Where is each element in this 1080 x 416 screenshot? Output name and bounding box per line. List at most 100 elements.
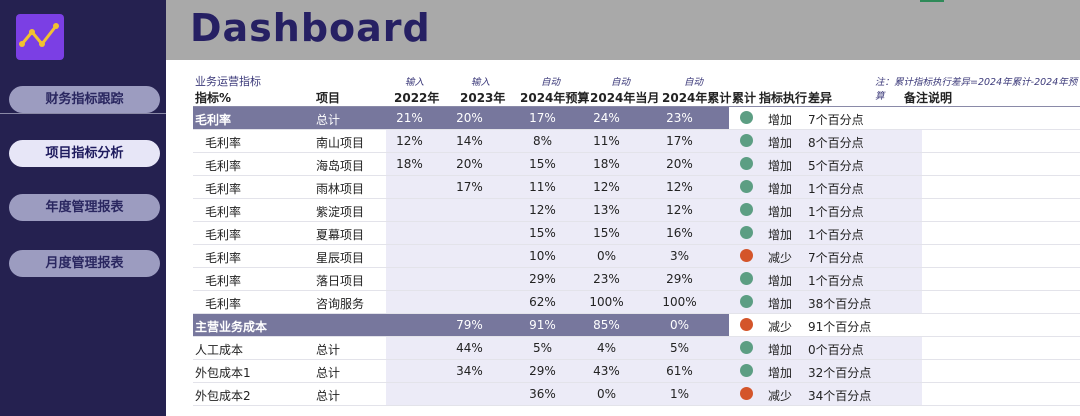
status-red-dot-icon <box>740 387 753 400</box>
sidebar: 财务指标跟踪 项目指标分析 年度管理报表 月度管理报表 <box>0 0 166 416</box>
row-shading <box>386 360 922 382</box>
cell-y2022: 12% <box>396 134 423 148</box>
cell-indicator: 毛利率 <box>205 228 242 242</box>
cell-exec: 增加 <box>768 366 793 380</box>
row-shading <box>386 153 922 175</box>
cell-indicator: 毛利率 <box>205 182 242 196</box>
cell-month: 23% <box>593 272 620 286</box>
cell-y2023: 34% <box>456 364 483 378</box>
table-row: 外包成本1 总计 34% 29% 43% 61% 增加 32个百分点 <box>193 360 1080 383</box>
status-green-dot-icon <box>740 134 753 147</box>
metrics-table: 业务运营指标 输入 输入 自动 自动 自动 注：累计指标执行差异=2024年累计… <box>193 74 1080 406</box>
col-header: 2024年当月 <box>590 91 660 105</box>
cell-diff: 91个百分点 <box>808 320 872 334</box>
cell-exec: 增加 <box>768 182 793 196</box>
table-top-row: 业务运营指标 输入 输入 自动 自动 自动 注：累计指标执行差异=2024年累计… <box>193 74 1080 102</box>
status-green-dot-icon <box>740 111 753 124</box>
cell-month: 100% <box>589 295 624 309</box>
row-shading <box>386 291 922 313</box>
cell-exec: 增加 <box>768 228 793 242</box>
col-header: 指标执行 <box>759 91 808 105</box>
cell-diff: 34个百分点 <box>808 389 872 403</box>
cell-exec: 增加 <box>768 297 793 311</box>
cell-diff: 8个百分点 <box>808 136 864 150</box>
table-header-row: 指标% 项目 2022年 2023年 2024年预算 2024年当月 2024年… <box>193 87 1080 107</box>
cell-project: 咨询服务 <box>316 297 365 311</box>
nav-annual-report-button[interactable]: 年度管理报表 <box>9 194 160 221</box>
cell-y2023: 20% <box>456 111 483 125</box>
page-title: Dashboard <box>190 6 431 50</box>
cell-exec: 增加 <box>768 343 793 357</box>
row-shading <box>386 268 922 290</box>
table-body: 毛利率 总计 21% 20% 17% 24% 23% 增加 7个百分点 毛利率 南山项目 12% 14%… <box>193 107 1080 406</box>
cell-month: 13% <box>593 203 620 217</box>
cell-budget: 12% <box>529 203 556 217</box>
cell-exec: 增加 <box>768 136 793 150</box>
cell-indicator: 毛利率 <box>205 274 242 288</box>
cell-project: 南山项目 <box>316 136 365 150</box>
status-green-dot-icon <box>740 272 753 285</box>
cell-project: 总计 <box>316 366 341 380</box>
table-row: 外包成本2 总计 36% 0% 1% 减少 34个百分点 <box>193 383 1080 406</box>
cell-cum: 16% <box>666 226 693 240</box>
cell-month: 43% <box>593 364 620 378</box>
table-row: 毛利率 咨询服务 62% 100% 100% 增加 38个百分点 <box>193 291 1080 314</box>
cell-month: 11% <box>593 134 620 148</box>
cell-exec: 增加 <box>768 274 793 288</box>
cell-budget: 15% <box>529 157 556 171</box>
status-green-dot-icon <box>740 364 753 377</box>
table-row: 毛利率 总计 21% 20% 17% 24% 23% 增加 7个百分点 <box>193 107 1080 130</box>
cell-indicator: 毛利率 <box>195 113 232 127</box>
cell-month: 18% <box>593 157 620 171</box>
cell-cum: 61% <box>666 364 693 378</box>
cell-month: 15% <box>593 226 620 240</box>
cell-project: 紫淀项目 <box>316 205 365 219</box>
table-row: 毛利率 夏幕项目 15% 15% 16% 增加 1个百分点 <box>193 222 1080 245</box>
cell-cum: 12% <box>666 203 693 217</box>
auto-tag: 自动 <box>684 77 704 88</box>
cell-diff: 1个百分点 <box>808 228 864 242</box>
cell-diff: 32个百分点 <box>808 366 872 380</box>
row-shading <box>386 383 922 405</box>
cell-diff: 1个百分点 <box>808 182 864 196</box>
row-shading <box>386 245 922 267</box>
nav-financial-tracking-button[interactable]: 财务指标跟踪 <box>9 86 160 113</box>
nav-monthly-report-button[interactable]: 月度管理报表 <box>9 250 160 277</box>
cell-project: 星辰项目 <box>316 251 365 265</box>
cell-y2022: 18% <box>396 157 423 171</box>
cell-exec: 增加 <box>768 113 793 127</box>
cell-month: 0% <box>596 249 617 263</box>
cell-indicator: 毛利率 <box>205 297 242 311</box>
row-shading <box>193 107 729 129</box>
col-header: 项目 <box>316 91 341 105</box>
cell-indicator: 主营业务成本 <box>195 320 268 334</box>
header-bar: Dashboard <box>166 0 1080 60</box>
table-row: 人工成本 总计 44% 5% 4% 5% 增加 0个百分点 <box>193 337 1080 360</box>
row-shading <box>386 130 922 152</box>
cell-cum: 1% <box>669 387 690 401</box>
auto-tag: 自动 <box>541 77 561 88</box>
col-header: 2024年累计 <box>662 91 732 105</box>
cell-project: 海岛项目 <box>316 159 365 173</box>
cell-indicator: 毛利率 <box>205 205 242 219</box>
cell-cum: 23% <box>666 111 693 125</box>
cell-diff: 1个百分点 <box>808 205 864 219</box>
col-header: 累计 <box>732 91 757 105</box>
cell-project: 落日项目 <box>316 274 365 288</box>
header-accent <box>920 0 944 2</box>
cell-cum: 20% <box>666 157 693 171</box>
table-row: 毛利率 紫淀项目 12% 13% 12% 增加 1个百分点 <box>193 199 1080 222</box>
nav-project-analysis-button[interactable]: 项目指标分析 <box>9 140 160 167</box>
cell-indicator: 人工成本 <box>195 343 244 357</box>
row-shading <box>386 222 922 244</box>
status-green-dot-icon <box>740 180 753 193</box>
cell-budget: 15% <box>529 226 556 240</box>
col-header: 2022年 <box>394 91 440 105</box>
cell-cum: 0% <box>669 318 690 332</box>
cell-cum: 29% <box>666 272 693 286</box>
cell-project: 夏幕项目 <box>316 228 365 242</box>
cell-project: 雨林项目 <box>316 182 365 196</box>
cell-diff: 5个百分点 <box>808 159 864 173</box>
cell-budget: 17% <box>529 111 556 125</box>
cell-budget: 10% <box>529 249 556 263</box>
